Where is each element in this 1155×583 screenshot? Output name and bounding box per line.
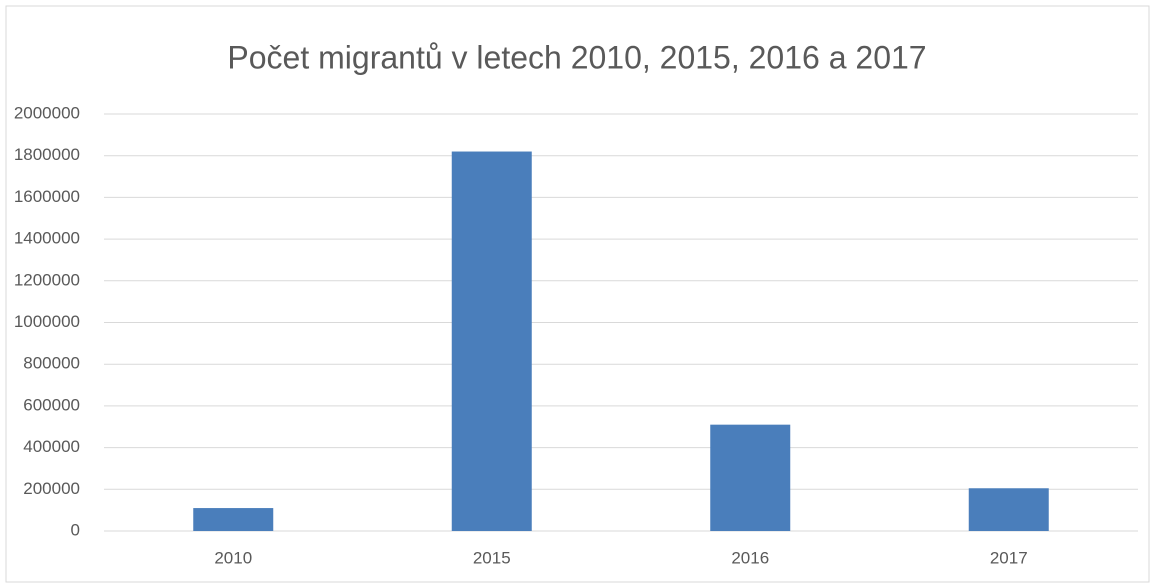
x-tick-label: 2015 (473, 548, 511, 567)
x-tick-label: 2010 (214, 548, 252, 567)
x-tick-label: 2016 (731, 548, 769, 567)
bar (710, 424, 791, 531)
y-tick-label: 1800000 (14, 145, 80, 164)
y-tick-label: 0 (71, 520, 80, 539)
y-tick-label: 400000 (23, 437, 80, 456)
y-tick-label: 200000 (23, 479, 80, 498)
bar (193, 508, 274, 531)
x-tick-label: 2017 (990, 548, 1028, 567)
y-tick-label: 1400000 (14, 229, 80, 248)
y-tick-label: 1600000 (14, 187, 80, 206)
chart-border (5, 5, 1150, 583)
bar (968, 488, 1049, 531)
y-tick-label: 600000 (23, 395, 80, 414)
y-tick-label: 1200000 (14, 270, 80, 289)
y-tick-label: 1000000 (14, 312, 80, 331)
chart-title: Počet migrantů v letech 2010, 2015, 2016… (227, 39, 926, 75)
bar (451, 151, 532, 531)
y-tick-label: 2000000 (14, 103, 80, 122)
y-tick-label: 800000 (23, 354, 80, 373)
